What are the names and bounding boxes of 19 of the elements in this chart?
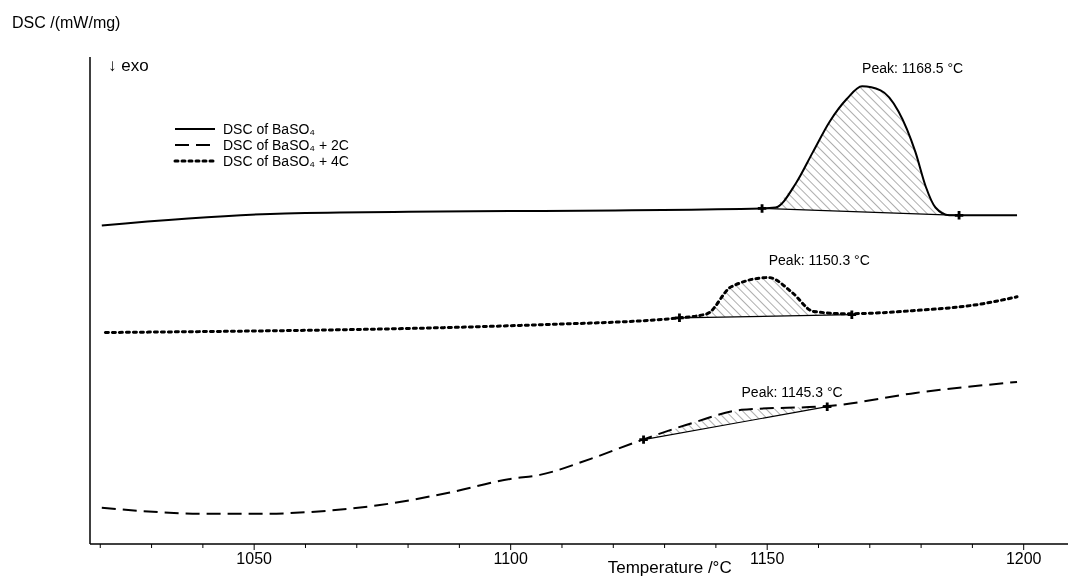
legend-label: DSC of BaSO₄ + 4C <box>223 153 349 169</box>
annotation: Peak: 1145.3 °C <box>741 383 843 400</box>
point <box>822 402 832 411</box>
point <box>757 204 767 213</box>
point <box>847 310 857 319</box>
x-tick-label: 1100 <box>493 550 528 567</box>
text: ↓ exo <box>108 56 149 75</box>
y-axis-title: DSC /(mW/mg) <box>12 14 121 31</box>
point <box>639 435 648 444</box>
legend-label: DSC of BaSO₄ + 2C <box>223 137 349 153</box>
annotation: Peak: 1150.3 °C <box>768 251 870 268</box>
x-axis-title: Temperature /°C <box>607 558 732 577</box>
x-tick-label: 1200 <box>1005 550 1042 567</box>
x-tick-label: 1050 <box>236 550 273 567</box>
point <box>954 211 964 220</box>
legend-label: DSC of BaSO₄ <box>223 121 316 137</box>
point <box>675 313 684 323</box>
x-tick-label: 1150 <box>749 550 785 567</box>
annotation: Peak: 1168.5 °C <box>862 60 964 77</box>
